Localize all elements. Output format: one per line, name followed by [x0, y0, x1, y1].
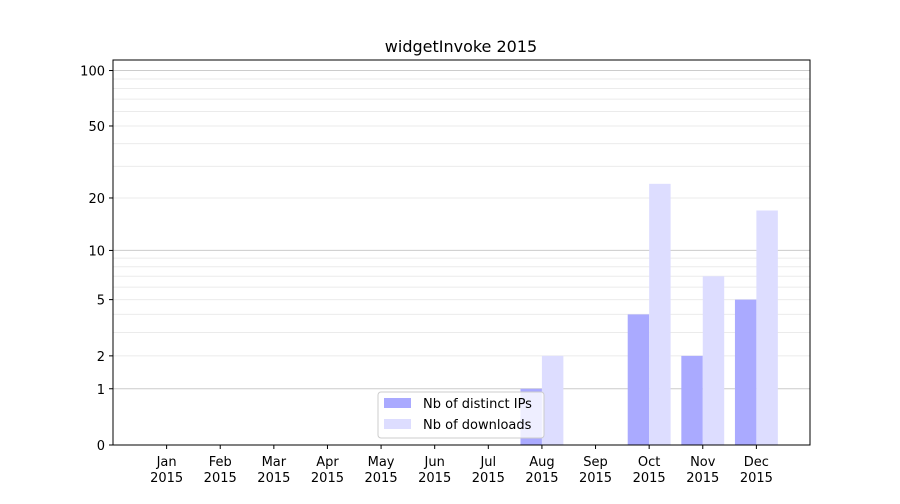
- y-tick-label: 10: [88, 244, 105, 259]
- x-tick-label: Nov 2015: [686, 455, 719, 486]
- bar-distinct-ips: [734, 299, 757, 445]
- legend: Nb of distinct IPs Nb of downloads: [377, 391, 545, 439]
- legend-box: [377, 391, 545, 439]
- bar-downloads: [649, 183, 671, 445]
- x-tick-label: Aug 2015: [525, 455, 558, 486]
- y-tick-label: 100: [80, 65, 105, 80]
- x-tick-label: May 2015: [365, 455, 398, 486]
- x-tick-label: Jan 2015: [150, 455, 183, 486]
- y-tick-label: 2: [97, 350, 105, 365]
- y-tick-label: 5: [97, 294, 105, 309]
- y-axis: 0 1 2 5 10 20 50 100: [80, 65, 113, 454]
- bar-downloads: [756, 210, 778, 445]
- legend-swatch: [384, 398, 411, 408]
- bars: [520, 183, 778, 445]
- y-tick-label: 0: [97, 439, 105, 454]
- x-tick-label: Feb 2015: [204, 455, 237, 486]
- bar-distinct-ips: [681, 355, 703, 445]
- legend-swatch: [384, 419, 411, 429]
- plot-frame: [112, 59, 811, 446]
- y-tick-label: 50: [88, 120, 105, 135]
- x-tick-label: Mar 2015: [257, 455, 290, 486]
- y-tick-label: 20: [88, 192, 105, 207]
- x-tick-label: Sep 2015: [579, 455, 612, 486]
- chart-title: widgetInvoke 2015: [385, 37, 537, 56]
- x-tick-label: Jul 2015: [472, 455, 505, 486]
- legend-label: Nb of downloads: [423, 418, 532, 433]
- bar-distinct-ips: [627, 314, 650, 445]
- x-tick-label: Dec 2015: [740, 455, 773, 486]
- x-axis: Jan 2015 Feb 2015 Mar 2015 Apr 2015 May 2015 Jun 20…: [150, 445, 773, 486]
- x-tick-label: Jun 2015: [418, 455, 451, 486]
- x-tick-label: Apr 2015: [311, 455, 344, 486]
- legend-label: Nb of distinct IPs: [423, 397, 532, 412]
- bar-downloads: [541, 355, 564, 445]
- y-tick-label: 1: [97, 383, 105, 398]
- x-tick-label: Oct 2015: [633, 455, 666, 486]
- bar-downloads: [702, 276, 725, 445]
- grid: [113, 70, 810, 390]
